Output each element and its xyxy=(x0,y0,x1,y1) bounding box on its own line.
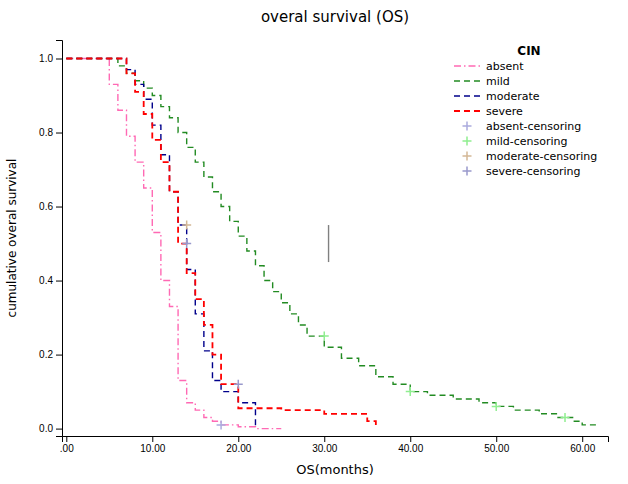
x-tick: 60.00 xyxy=(570,436,595,454)
legend-item: absent xyxy=(454,60,524,73)
legend-item: mild xyxy=(454,75,510,88)
x-tick: 50.00 xyxy=(484,436,509,454)
plot: .0010.0020.0030.0040.0050.0060.000.00.20… xyxy=(39,41,608,455)
chart: .0010.0020.0030.0040.0050.0060.000.00.20… xyxy=(0,0,628,484)
censor-mark xyxy=(561,413,570,422)
legend-swatch xyxy=(463,152,472,161)
legend-label: moderate-censoring xyxy=(486,150,597,163)
x-tick-label: .00 xyxy=(60,443,74,454)
y-tick-mark xyxy=(56,281,62,282)
y-tick-label: 1.0 xyxy=(39,53,53,64)
y-tick-mark xyxy=(56,59,62,60)
x-tick-label: 30.00 xyxy=(312,443,337,454)
x-tick-mark xyxy=(238,436,239,442)
legend-title: CIN xyxy=(517,44,540,58)
x-axis-line xyxy=(63,437,609,443)
y-tick: 0.6 xyxy=(39,201,62,212)
x-tick: 20.00 xyxy=(226,436,251,454)
x-tick-mark xyxy=(324,436,325,442)
legend-label: absent xyxy=(486,60,524,73)
censor-mark xyxy=(234,380,243,389)
censor-mark xyxy=(320,332,329,341)
survival-curve xyxy=(66,59,255,429)
y-tick: 1.0 xyxy=(39,53,62,64)
x-tick: 30.00 xyxy=(312,436,337,454)
censor-mark xyxy=(182,239,191,248)
legend-label: moderate xyxy=(486,90,540,103)
legend-label: severe-censoring xyxy=(486,165,581,178)
censor-mark xyxy=(492,402,501,411)
legend-item: mild-censoring xyxy=(463,135,568,148)
legend-swatch xyxy=(454,80,480,81)
y-tick-mark xyxy=(56,207,62,208)
censor-mark xyxy=(182,221,191,230)
survival-curve xyxy=(66,59,376,429)
x-tick: 40.00 xyxy=(398,436,423,454)
y-axis: 0.0 0.2 0.4 0.6 0.8 1.0 xyxy=(39,41,62,437)
x-tick-mark xyxy=(582,436,583,442)
y-tick-label: 0.2 xyxy=(39,349,53,360)
y-tick-label: 0.0 xyxy=(39,423,53,434)
legend-label: severe xyxy=(486,105,523,118)
legend-swatch xyxy=(463,122,472,131)
legend-item: moderate-censoring xyxy=(463,150,598,163)
y-tick-label: 0.6 xyxy=(39,201,53,212)
legend-item: moderate xyxy=(454,90,540,103)
y-tick-label: 0.8 xyxy=(39,127,53,138)
y-axis-line xyxy=(56,41,63,437)
legend-item: severe-censoring xyxy=(463,165,581,178)
y-tick-mark xyxy=(56,429,62,430)
survival-curve xyxy=(66,59,281,429)
x-tick-label: 40.00 xyxy=(398,443,423,454)
title: overal survival (OS) xyxy=(261,8,409,26)
legend-swatch xyxy=(463,167,472,176)
censor-mark xyxy=(217,420,226,429)
legend-swatch xyxy=(454,110,480,112)
x-tick-mark xyxy=(410,436,411,442)
annotation-line xyxy=(328,225,329,262)
x-tick: 10.00 xyxy=(140,436,165,454)
y-axis-title: cumulative overal survival xyxy=(5,159,19,318)
legend-item: absent-censoring xyxy=(463,120,582,133)
censor-mark xyxy=(406,387,415,396)
y-tick: 0.2 xyxy=(39,349,62,360)
y-tick: 0.0 xyxy=(39,423,62,434)
y-tick: 0.4 xyxy=(39,275,62,286)
x-tick-label: 10.00 xyxy=(140,443,165,454)
x-tick-mark xyxy=(66,436,67,442)
legend-label: mild xyxy=(486,75,510,88)
legend-swatch xyxy=(454,95,480,96)
legend-swatch xyxy=(463,137,472,146)
y-tick: 0.8 xyxy=(39,127,62,138)
x-tick: .00 xyxy=(60,436,74,454)
marks xyxy=(66,59,599,430)
x-tick-mark xyxy=(496,436,497,442)
legend-item: severe xyxy=(454,105,523,118)
y-tick-mark xyxy=(56,355,62,356)
x-axis-title: OS(months) xyxy=(296,462,374,477)
x-tick-label: 20.00 xyxy=(226,443,251,454)
legend-label: absent-censoring xyxy=(486,120,581,133)
legend-label: mild-censoring xyxy=(486,135,568,148)
x-tick-label: 50.00 xyxy=(484,443,509,454)
y-tick-mark xyxy=(56,133,62,134)
legend-swatch xyxy=(454,65,480,66)
x-tick-label: 60.00 xyxy=(570,443,595,454)
legend: CIN absent mild moderate severe absent-censor… xyxy=(454,44,597,178)
x-axis: .00 10.00 20.00 30.00 40.00 50.00 60.00 xyxy=(60,436,609,454)
y-tick-label: 0.4 xyxy=(39,275,53,286)
x-tick-mark xyxy=(152,436,153,442)
